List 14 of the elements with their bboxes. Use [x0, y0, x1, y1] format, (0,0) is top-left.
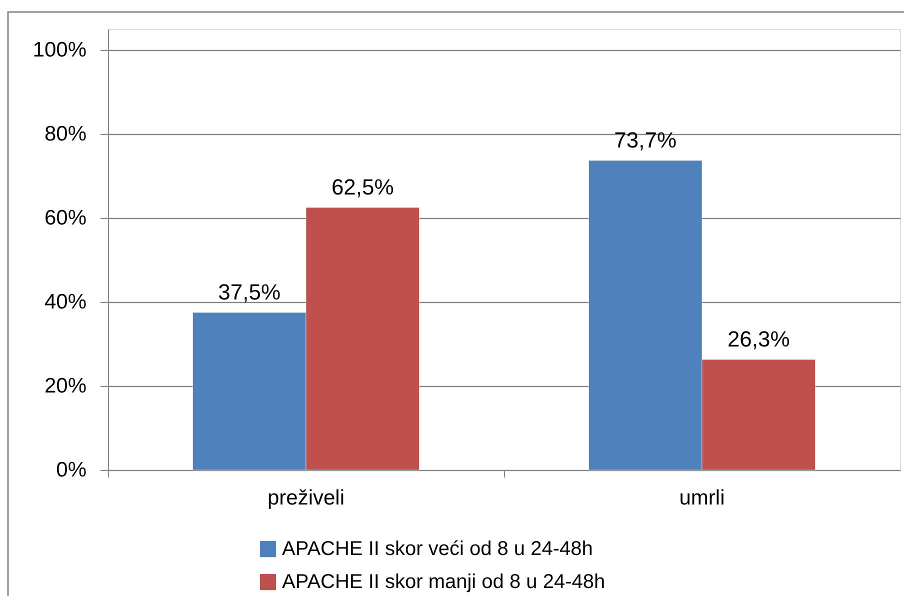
data-label: 37,5% — [218, 280, 281, 304]
x-tick-label: umrli — [679, 486, 725, 510]
legend-label: APACHE II skor manji od 8 u 24-48h — [282, 571, 606, 593]
y-tick-label: 60% — [44, 206, 86, 230]
y-tick-label: 20% — [44, 374, 86, 398]
y-tick-label: 100% — [32, 38, 86, 62]
y-tick-label: 0% — [56, 458, 86, 482]
y-tick-label: 80% — [44, 122, 86, 146]
y-tick-label: 40% — [44, 290, 86, 314]
data-label: 26,3% — [727, 326, 790, 352]
legend-label: APACHE II skor veći od 8 u 24-48h — [282, 538, 593, 560]
x-tick-label: preživeli — [267, 486, 345, 510]
data-label: 73,7% — [614, 127, 677, 152]
data-label: 62,5% — [331, 174, 394, 200]
